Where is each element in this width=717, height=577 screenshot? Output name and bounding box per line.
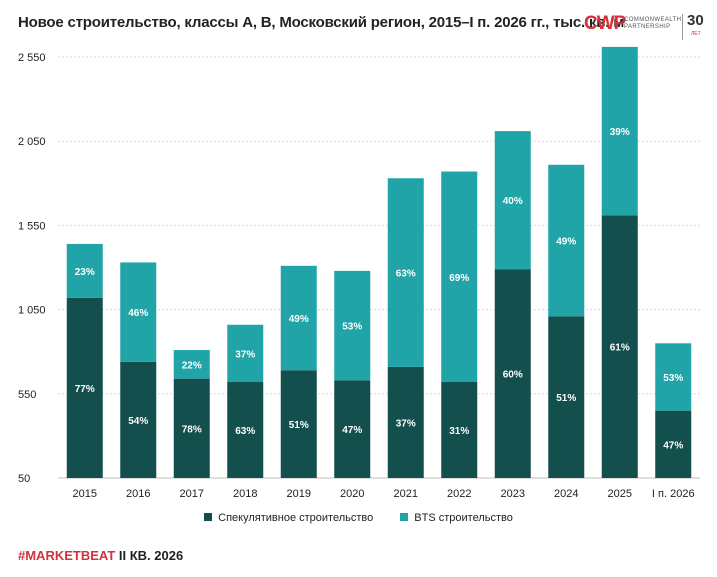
logo-line-2: PARTNERSHIP — [624, 24, 671, 30]
chart-title: Новое строительство, классы А, В, Москов… — [18, 14, 625, 31]
y-tick-label: 2 550 — [18, 52, 46, 64]
bar-bts — [66, 243, 103, 298]
data-label-speculative: 37% — [396, 418, 416, 429]
bar-speculative — [173, 378, 210, 478]
bar-speculative — [334, 380, 371, 478]
data-label-speculative: 54% — [128, 416, 148, 427]
data-label-speculative: 47% — [663, 440, 683, 451]
x-tick-label: 2019 — [287, 488, 311, 500]
x-tick-label: I п. 2026 — [652, 488, 695, 500]
data-label-bts: 49% — [289, 314, 309, 325]
bar-bts — [334, 270, 371, 381]
x-tick-label: 2020 — [340, 488, 364, 500]
legend-label-bts: BTS строительство — [414, 512, 513, 524]
x-tick-label: 2022 — [447, 488, 471, 500]
logo-anniversary-number: 30 — [687, 12, 704, 29]
data-label-speculative: 77% — [75, 384, 95, 395]
data-label-bts: 69% — [449, 273, 469, 284]
data-label-speculative: 47% — [342, 425, 362, 436]
data-label-bts: 63% — [396, 269, 416, 280]
data-label-bts: 22% — [182, 360, 202, 371]
x-tick-label: 2025 — [608, 488, 632, 500]
company-logo: CWP COMMONWEALTH PARTNERSHIP 30 ЛЕТ — [584, 10, 710, 44]
logo-mark: CWP — [584, 13, 626, 34]
footer-period: II КВ. 2026 — [115, 548, 184, 563]
legend-item-bts: BTS строительство — [400, 512, 513, 524]
bar-speculative — [387, 366, 424, 478]
bar-speculative — [441, 382, 478, 478]
data-label-bts: 53% — [342, 322, 362, 333]
logo-wordmark: COMMONWEALTH PARTNERSHIP — [624, 17, 681, 31]
footer-brand: #MARKETBEAT — [18, 548, 116, 563]
bar-speculative — [66, 297, 103, 478]
bar-bts — [280, 265, 317, 371]
y-tick-label: 1 550 — [18, 220, 46, 232]
y-tick-label: 2 050 — [18, 136, 46, 148]
y-tick-label: 50 — [18, 473, 30, 485]
x-tick-label: 2024 — [554, 488, 578, 500]
y-tick-label: 1 050 — [18, 305, 46, 317]
bar-bts — [655, 343, 692, 411]
x-tick-label: 2015 — [73, 488, 97, 500]
data-label-bts: 39% — [610, 127, 630, 138]
logo-line-1: COMMONWEALTH — [624, 17, 682, 23]
data-label-bts: 37% — [235, 349, 255, 360]
bar-bts — [227, 324, 264, 383]
bar-speculative — [601, 215, 638, 478]
logo-separator — [682, 14, 683, 40]
data-label-bts: 53% — [663, 373, 683, 384]
bar-speculative — [548, 316, 585, 478]
data-label-speculative: 63% — [235, 426, 255, 437]
bar-speculative — [280, 370, 317, 478]
x-tick-label: 2017 — [180, 488, 204, 500]
bar-bts — [173, 350, 210, 379]
data-label-bts: 49% — [556, 237, 576, 248]
bar-bts — [387, 178, 424, 367]
bar-speculative — [494, 269, 531, 478]
x-tick-label: 2018 — [233, 488, 257, 500]
data-label-bts: 23% — [75, 267, 95, 278]
legend-item-speculative: Спекулятивное строительство — [204, 512, 373, 524]
y-tick-label: 550 — [18, 389, 36, 401]
bar-bts — [441, 171, 478, 383]
footer: #MARKETBEAT II КВ. 2026 — [18, 548, 183, 563]
bar-speculative — [227, 382, 264, 478]
legend-swatch-speculative — [204, 513, 213, 521]
bar-bts — [548, 164, 585, 317]
data-label-bts: 46% — [128, 308, 148, 319]
bar-bts — [120, 262, 157, 362]
bar-speculative — [120, 361, 157, 478]
legend-label-speculative: Спекулятивное строительство — [218, 512, 374, 524]
data-label-speculative: 51% — [289, 420, 309, 431]
bar-speculative — [655, 410, 692, 478]
data-label-speculative: 51% — [556, 393, 576, 404]
data-label-speculative: 60% — [503, 370, 523, 381]
x-tick-label: 2021 — [394, 488, 418, 500]
data-label-speculative: 61% — [610, 343, 630, 354]
bar-bts — [494, 131, 531, 270]
x-tick-label: 2023 — [501, 488, 525, 500]
data-label-bts: 40% — [503, 196, 523, 207]
data-label-speculative: 31% — [449, 426, 469, 437]
data-label-speculative: 78% — [182, 424, 202, 435]
x-tick-label: 2016 — [126, 488, 150, 500]
legend-swatch-bts — [400, 513, 409, 521]
logo-anniversary-years: ЛЕТ — [691, 31, 701, 37]
bar-bts — [601, 46, 638, 216]
chart-legend: Спекулятивное строительство BTS строител… — [0, 512, 717, 524]
